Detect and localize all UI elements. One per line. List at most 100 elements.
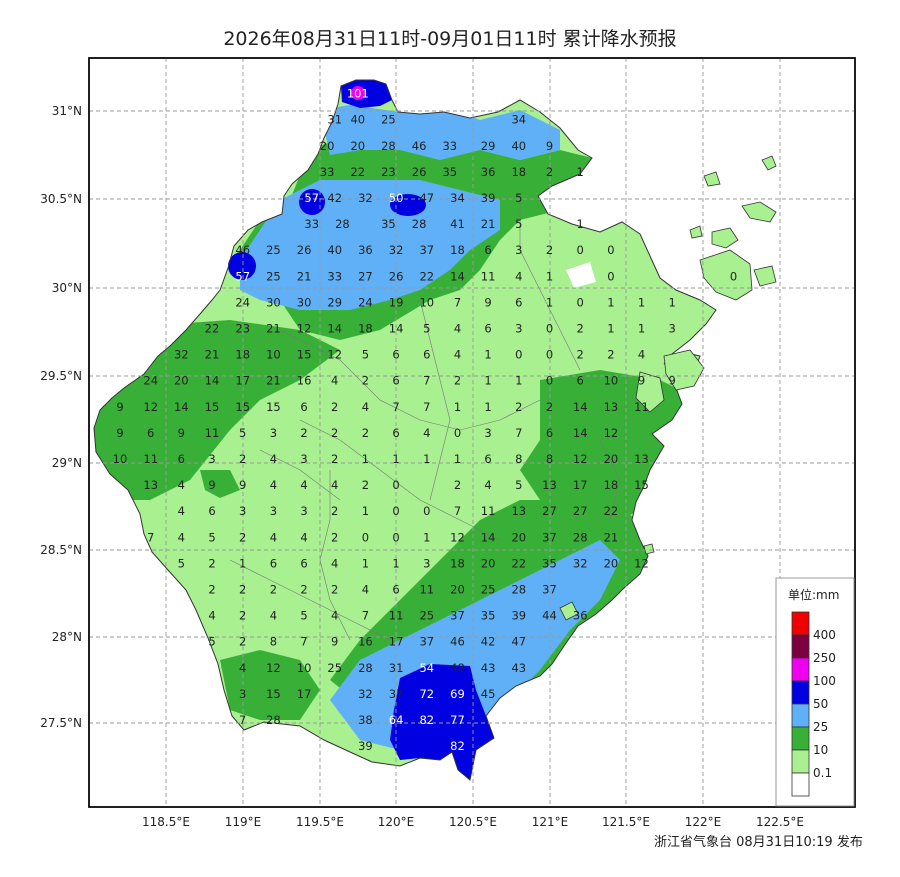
station-value: 46 [412, 139, 427, 153]
station-value: 21 [604, 530, 619, 544]
lon-label: 119°E [225, 815, 262, 829]
station-value: 28 [511, 583, 526, 597]
lat-label: 31°N [52, 104, 82, 118]
station-value: 4 [454, 348, 461, 362]
station-value: 1 [607, 322, 614, 336]
station-value: 7 [392, 400, 399, 414]
longitude-labels: 118.5°E 119°E 119.5°E 120°E 120.5°E 121°… [142, 815, 804, 829]
station-value: 0 [392, 530, 399, 544]
legend-label: 10 [813, 743, 828, 757]
station-value: 46 [235, 243, 250, 257]
station-value: 12 [266, 661, 281, 675]
station-value: 46 [450, 635, 465, 649]
station-value: 25 [419, 609, 434, 623]
station-value: 1 [638, 322, 645, 336]
station-value: 15 [266, 400, 281, 414]
station-value: 2 [454, 374, 461, 388]
lon-label: 120.5°E [449, 815, 497, 829]
lat-label: 29.5°N [40, 369, 82, 383]
station-value: 4 [638, 348, 645, 362]
station-value: 17 [235, 374, 250, 388]
legend-swatch [791, 703, 810, 728]
station-value: 14 [327, 322, 342, 336]
station-value: 0 [577, 243, 584, 257]
station-value: 0 [392, 504, 399, 518]
station-value: 6 [423, 348, 430, 362]
station-value: 9 [239, 478, 246, 492]
legend-swatch [791, 611, 810, 636]
legend-swatch [791, 726, 810, 751]
graticule [89, 58, 855, 807]
station-value: 38 [358, 713, 373, 727]
station-value: 4 [178, 478, 185, 492]
station-value: 0 [607, 243, 614, 257]
station-value: 1 [454, 400, 461, 414]
station-value: 16 [358, 635, 373, 649]
station-value: 11 [481, 504, 496, 518]
station-value: 3 [239, 504, 246, 518]
station-value: 64 [389, 713, 404, 727]
station-value: 15 [235, 400, 250, 414]
station-value: 0 [515, 348, 522, 362]
station-value: 77 [450, 713, 465, 727]
station-value: 5 [515, 191, 522, 205]
station-value: 9 [546, 139, 553, 153]
lat-label: 28.5°N [40, 543, 82, 557]
station-value: 21 [266, 374, 281, 388]
legend: 单位:mm 400 250 100 50 25 10 0.1 [775, 577, 855, 807]
station-value: 14 [174, 400, 189, 414]
station-value: 13 [634, 452, 649, 466]
station-value: 2 [454, 478, 461, 492]
station-value: 15 [205, 400, 220, 414]
station-value: 21 [205, 348, 220, 362]
station-value: 33 [327, 269, 342, 283]
station-value: 6 [515, 295, 522, 309]
station-value: 2 [239, 583, 246, 597]
station-value: 8 [270, 635, 277, 649]
station-value: 25 [327, 661, 342, 675]
station-value: 2 [546, 243, 553, 257]
station-value: 11 [481, 269, 496, 283]
station-value: 2 [208, 556, 215, 570]
station-value: 6 [300, 556, 307, 570]
station-value: 37 [389, 687, 404, 701]
station-value: 6 [577, 374, 584, 388]
station-value: 6 [392, 374, 399, 388]
station-value: 14 [205, 374, 220, 388]
station-value: 0 [577, 295, 584, 309]
station-value: 24 [235, 295, 250, 309]
storm-cell-west [299, 189, 325, 215]
station-value: 1 [484, 348, 491, 362]
station-value: 9 [638, 374, 645, 388]
station-value: 14 [573, 426, 588, 440]
station-value: 30 [297, 295, 312, 309]
station-value: 7 [362, 609, 369, 623]
station-value: 36 [573, 609, 588, 623]
station-value: 1 [607, 295, 614, 309]
station-value: 44 [542, 609, 557, 623]
station-value: 69 [450, 687, 465, 701]
lon-label: 120°E [378, 815, 415, 829]
station-value: 3 [515, 243, 522, 257]
station-value: 13 [604, 400, 619, 414]
station-value: 2 [515, 400, 522, 414]
station-value: 23 [381, 165, 396, 179]
station-value: 4 [362, 583, 369, 597]
station-value: 47 [511, 635, 526, 649]
station-value: 26 [412, 165, 427, 179]
station-value: 5 [208, 530, 215, 544]
station-value: 4 [515, 269, 522, 283]
station-value: 18 [358, 322, 373, 336]
station-value: 12 [573, 452, 588, 466]
station-value: 20 [481, 556, 496, 570]
station-value: 34 [450, 191, 465, 205]
station-value: 12 [143, 400, 158, 414]
station-value: 12 [450, 530, 465, 544]
station-value: 35 [381, 217, 396, 231]
station-value: 54 [419, 661, 434, 675]
station-value: 33 [442, 139, 457, 153]
station-value: 5 [423, 322, 430, 336]
station-value: 43 [511, 661, 526, 675]
station-value: 6 [546, 426, 553, 440]
station-value: 3 [669, 322, 676, 336]
